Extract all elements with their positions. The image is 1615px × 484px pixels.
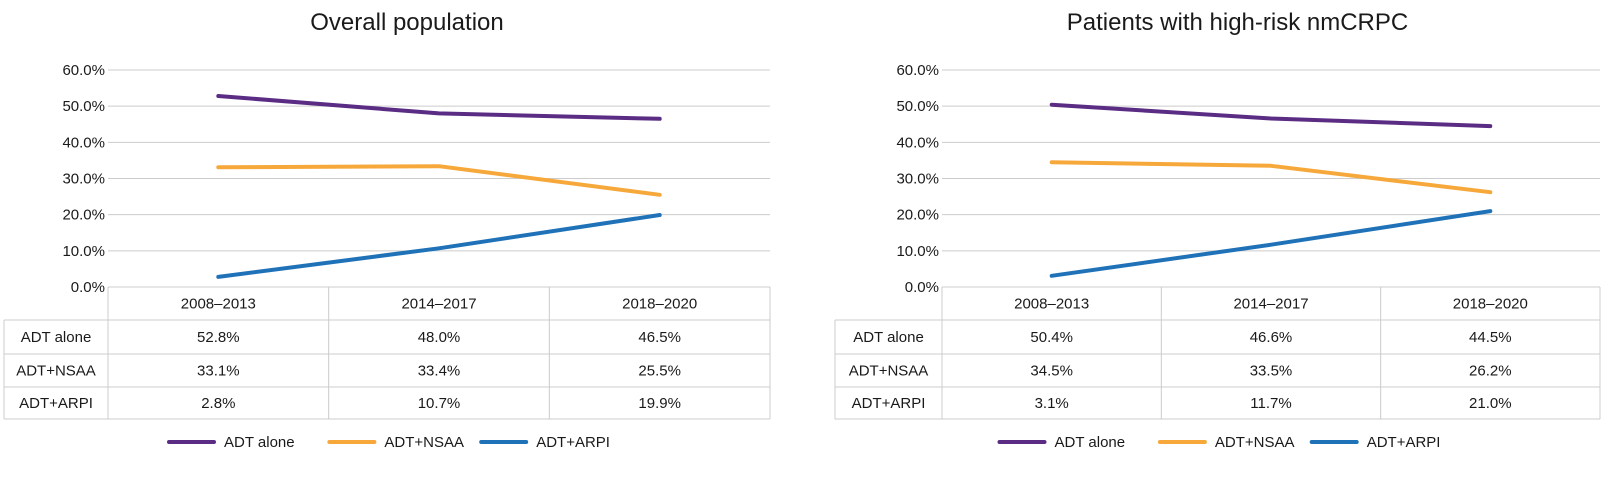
panel-2-y-tick-label: 20.0% — [896, 207, 939, 224]
panel-2-data-label: 44.5% — [1469, 329, 1512, 346]
panel-2-data-label: 50.4% — [1030, 329, 1073, 346]
panel-1-series-line-2 — [216, 164, 662, 197]
panel-1-data-label: 33.1% — [197, 363, 240, 380]
panel-2-data-label: 21.0% — [1469, 395, 1512, 412]
panel-2-y-tick-label: 30.0% — [896, 171, 939, 188]
panel-2-data-label: 3.1% — [1035, 395, 1069, 412]
panel-2-row-label: ADT alone — [853, 329, 924, 346]
panel-1-data-label: 46.5% — [638, 329, 681, 346]
panel-1-series-line-1 — [216, 94, 662, 121]
panel-2-row-label: ADT+ARPI — [852, 395, 926, 412]
panel-2-row-label: ADT+NSAA — [849, 363, 929, 380]
panel-2-chart-title: Patients with high-risk nmCRPC — [1067, 9, 1408, 36]
panel-1-category-label: 2008–2013 — [181, 296, 256, 313]
panel-2-y-tick-label: 50.0% — [896, 98, 939, 115]
panel-2-data-label: 26.2% — [1469, 363, 1512, 380]
panel-2-y-tick-label: 0.0% — [905, 279, 939, 296]
panel-1-chart-title: Overall population — [310, 9, 503, 36]
panel-2-series-line-1 — [1049, 102, 1493, 129]
panel-1-category-label: 2018–2020 — [622, 296, 697, 313]
panel-1-y-tick-label: 20.0% — [62, 207, 105, 224]
panel-1-legend-label: ADT+ARPI — [536, 434, 610, 451]
panel-1-y-tick-label: 0.0% — [71, 279, 105, 296]
panel-1-data-label: 33.4% — [418, 363, 461, 380]
panel-1-y-tick-label: 10.0% — [62, 243, 105, 260]
panel-2-data-label: 11.7% — [1250, 395, 1291, 412]
panel-2-data-label: 46.6% — [1250, 329, 1293, 346]
panel-1-series-line-3 — [216, 213, 662, 279]
panel-2-y-tick-label: 40.0% — [896, 134, 939, 151]
panel-1-y-tick-label: 30.0% — [62, 171, 105, 188]
panel-1-data-label: 52.8% — [197, 329, 240, 346]
panel-2-series-line-2 — [1049, 160, 1493, 195]
panel-2-y-tick-label: 10.0% — [896, 243, 939, 260]
panel-1-data-label: 10.7% — [418, 395, 461, 412]
panel-1-data-label: 48.0% — [418, 329, 461, 346]
panel-2-y-tick-label: 60.0% — [896, 62, 939, 79]
panel-2-category-label: 2018–2020 — [1453, 296, 1528, 313]
panel-2-legend-label: ADT+NSAA — [1215, 434, 1295, 451]
panel-1-legend-label: ADT alone — [224, 434, 295, 451]
panel-1-y-tick-label: 40.0% — [62, 134, 105, 151]
panel-2-category-label: 2008–2013 — [1014, 296, 1089, 313]
panel-1-data-label: 25.5% — [638, 363, 681, 380]
panel-1-legend-label: ADT+NSAA — [384, 434, 464, 451]
panel-2-data-label: 34.5% — [1030, 363, 1073, 380]
panel-1-row-label: ADT+NSAA — [16, 363, 96, 380]
panel-2-legend-label: ADT alone — [1055, 434, 1126, 451]
panel-1-data-label: 19.9% — [638, 395, 681, 412]
panel-1-y-tick-label: 60.0% — [62, 62, 105, 79]
panel-2-data-label: 33.5% — [1250, 363, 1293, 380]
panel-1-data-label: 2.8% — [201, 395, 235, 412]
panel-1-row-label: ADT+ARPI — [19, 395, 93, 412]
panel-1-row-label: ADT alone — [21, 329, 92, 346]
panel-2-category-label: 2014–2017 — [1233, 296, 1308, 313]
panel-2-series-line-3 — [1049, 209, 1493, 278]
panel-2-legend-label: ADT+ARPI — [1367, 434, 1441, 451]
panel-1-category-label: 2014–2017 — [401, 296, 476, 313]
panel-1-y-tick-label: 50.0% — [62, 98, 105, 115]
